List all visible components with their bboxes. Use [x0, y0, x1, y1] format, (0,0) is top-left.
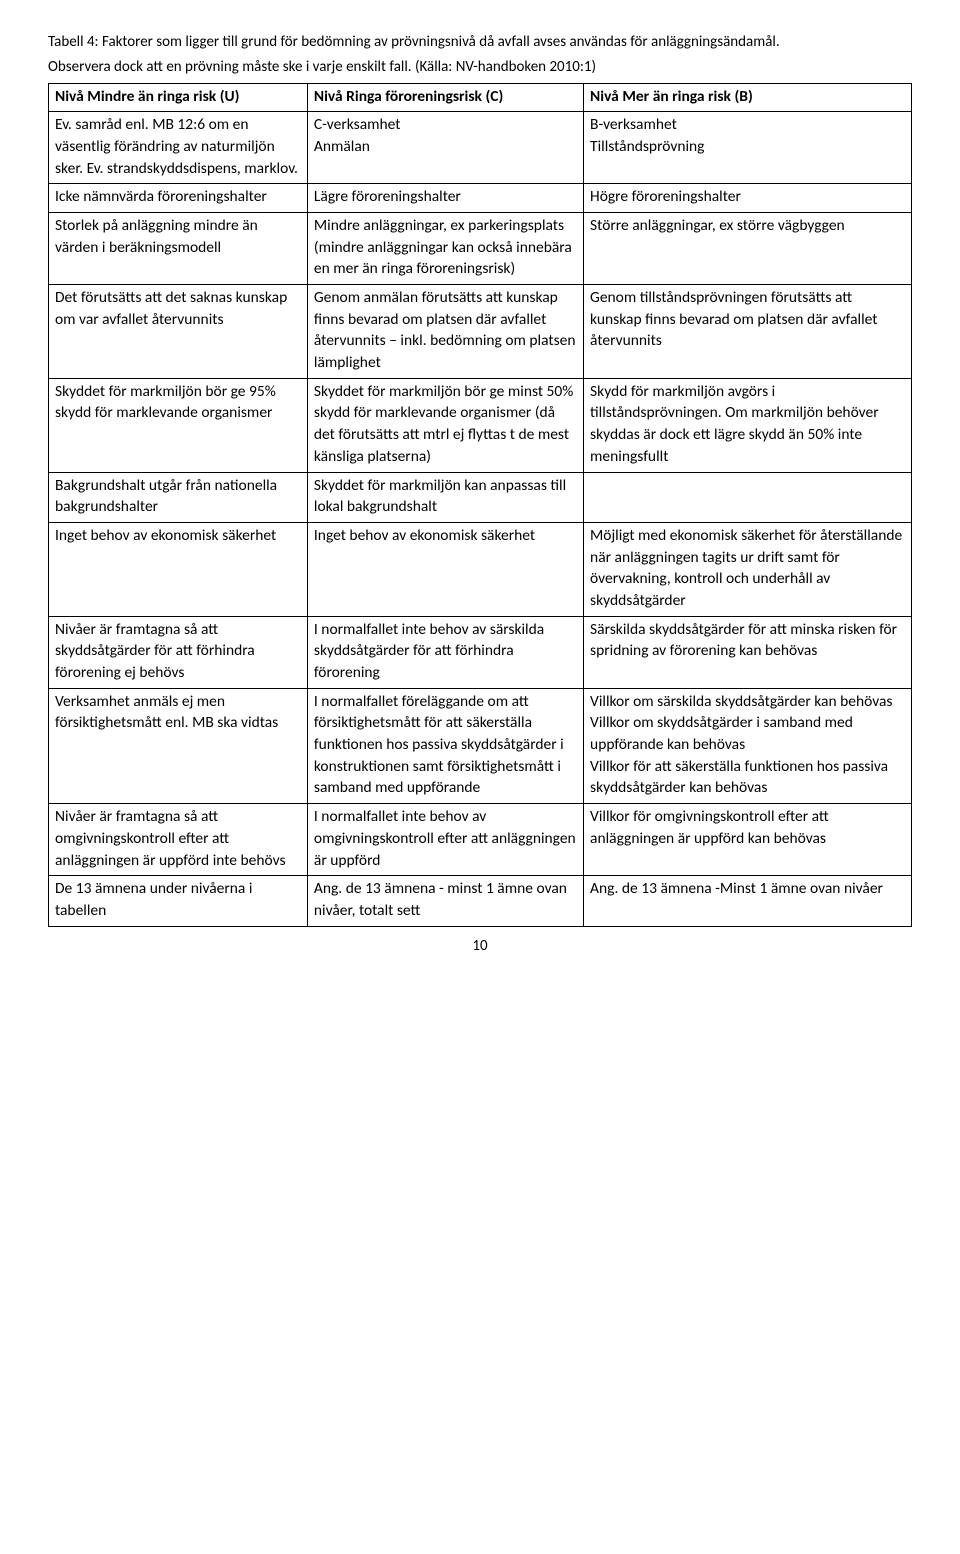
table-cell-b: Skydd för markmiljön avgörs i tillstånds…	[584, 378, 912, 472]
table-cell-b: Möjligt med ekonomisk säkerhet för åters…	[584, 522, 912, 616]
table-cell-c: C-verksamhetAnmälan	[307, 112, 583, 184]
table-row: Nivåer är framtagna så att skyddsåtgärde…	[49, 616, 912, 688]
table-cell-u: Icke nämnvärda föroreningshalter	[49, 184, 308, 213]
table-row: Bakgrundshalt utgår från nationella bakg…	[49, 472, 912, 522]
table-cell-b: Villkor för omgivningskontroll efter att…	[584, 804, 912, 876]
table-row: De 13 ämnena under nivåerna i tabellenAn…	[49, 876, 912, 926]
table-cell-c: I normalfallet inte behov av särskilda s…	[307, 616, 583, 688]
table-caption-line1: Tabell 4: Faktorer som ligger till grund…	[48, 32, 912, 52]
table-cell-c: Skyddet för markmiljön kan anpassas till…	[307, 472, 583, 522]
table-header-row: Nivå Mindre än ringa risk (U) Nivå Ringa…	[49, 83, 912, 112]
table-cell-u: Inget behov av ekonomisk säkerhet	[49, 522, 308, 616]
table-body: Ev. samråd enl. MB 12:6 om en väsentlig …	[49, 112, 912, 926]
table-cell-b: Ang. de 13 ämnena -Minst 1 ämne ovan niv…	[584, 876, 912, 926]
header-col-c: Nivå Ringa föroreningsrisk (C)	[307, 83, 583, 112]
table-cell-c: I normalfallet inte behov av omgivningsk…	[307, 804, 583, 876]
table-row: Ev. samråd enl. MB 12:6 om en väsentlig …	[49, 112, 912, 184]
table-cell-u: Bakgrundshalt utgår från nationella bakg…	[49, 472, 308, 522]
table-cell-u: Nivåer är framtagna så att omgivningskon…	[49, 804, 308, 876]
table-cell-c: Mindre anläggningar, ex parkeringsplats …	[307, 212, 583, 284]
table-cell-b	[584, 472, 912, 522]
table-cell-c: Genom anmälan förutsätts att kunskap fin…	[307, 285, 583, 379]
table-cell-b: B-verksamhetTillståndsprövning	[584, 112, 912, 184]
table-cell-u: Storlek på anläggning mindre än värden i…	[49, 212, 308, 284]
table-row: Verksamhet anmäls ej men försiktighetsmå…	[49, 688, 912, 803]
table-cell-u: Verksamhet anmäls ej men försiktighetsmå…	[49, 688, 308, 803]
table-row: Nivåer är framtagna så att omgivningskon…	[49, 804, 912, 876]
header-col-u: Nivå Mindre än ringa risk (U)	[49, 83, 308, 112]
table-cell-c: Ang. de 13 ämnena - minst 1 ämne ovan ni…	[307, 876, 583, 926]
page-number: 10	[48, 937, 912, 955]
table-cell-b: Villkor om särskilda skyddsåtgärder kan …	[584, 688, 912, 803]
table-cell-c: Inget behov av ekonomisk säkerhet	[307, 522, 583, 616]
table-cell-b: Genom tillståndsprövningen förutsätts at…	[584, 285, 912, 379]
table-cell-b: Större anläggningar, ex större vägbyggen	[584, 212, 912, 284]
table-caption-line2: Observera dock att en prövning måste ske…	[48, 57, 912, 77]
table-row: Inget behov av ekonomisk säkerhetInget b…	[49, 522, 912, 616]
table-cell-u: Nivåer är framtagna så att skyddsåtgärde…	[49, 616, 308, 688]
table-cell-u: Det förutsätts att det saknas kunskap om…	[49, 285, 308, 379]
table-cell-u: Ev. samråd enl. MB 12:6 om en väsentlig …	[49, 112, 308, 184]
assessment-factors-table: Nivå Mindre än ringa risk (U) Nivå Ringa…	[48, 83, 912, 927]
table-cell-c: I normalfallet föreläggande om att försi…	[307, 688, 583, 803]
header-col-b: Nivå Mer än ringa risk (B)	[584, 83, 912, 112]
table-cell-c: Skyddet för markmiljön bör ge minst 50% …	[307, 378, 583, 472]
table-row: Storlek på anläggning mindre än värden i…	[49, 212, 912, 284]
table-cell-b: Särskilda skyddsåtgärder för att minska …	[584, 616, 912, 688]
table-row: Det förutsätts att det saknas kunskap om…	[49, 285, 912, 379]
table-cell-b: Högre föroreningshalter	[584, 184, 912, 213]
table-cell-c: Lägre föroreningshalter	[307, 184, 583, 213]
table-row: Skyddet för markmiljön bör ge 95% skydd …	[49, 378, 912, 472]
table-cell-u: De 13 ämnena under nivåerna i tabellen	[49, 876, 308, 926]
table-row: Icke nämnvärda föroreningshalterLägre fö…	[49, 184, 912, 213]
table-cell-u: Skyddet för markmiljön bör ge 95% skydd …	[49, 378, 308, 472]
